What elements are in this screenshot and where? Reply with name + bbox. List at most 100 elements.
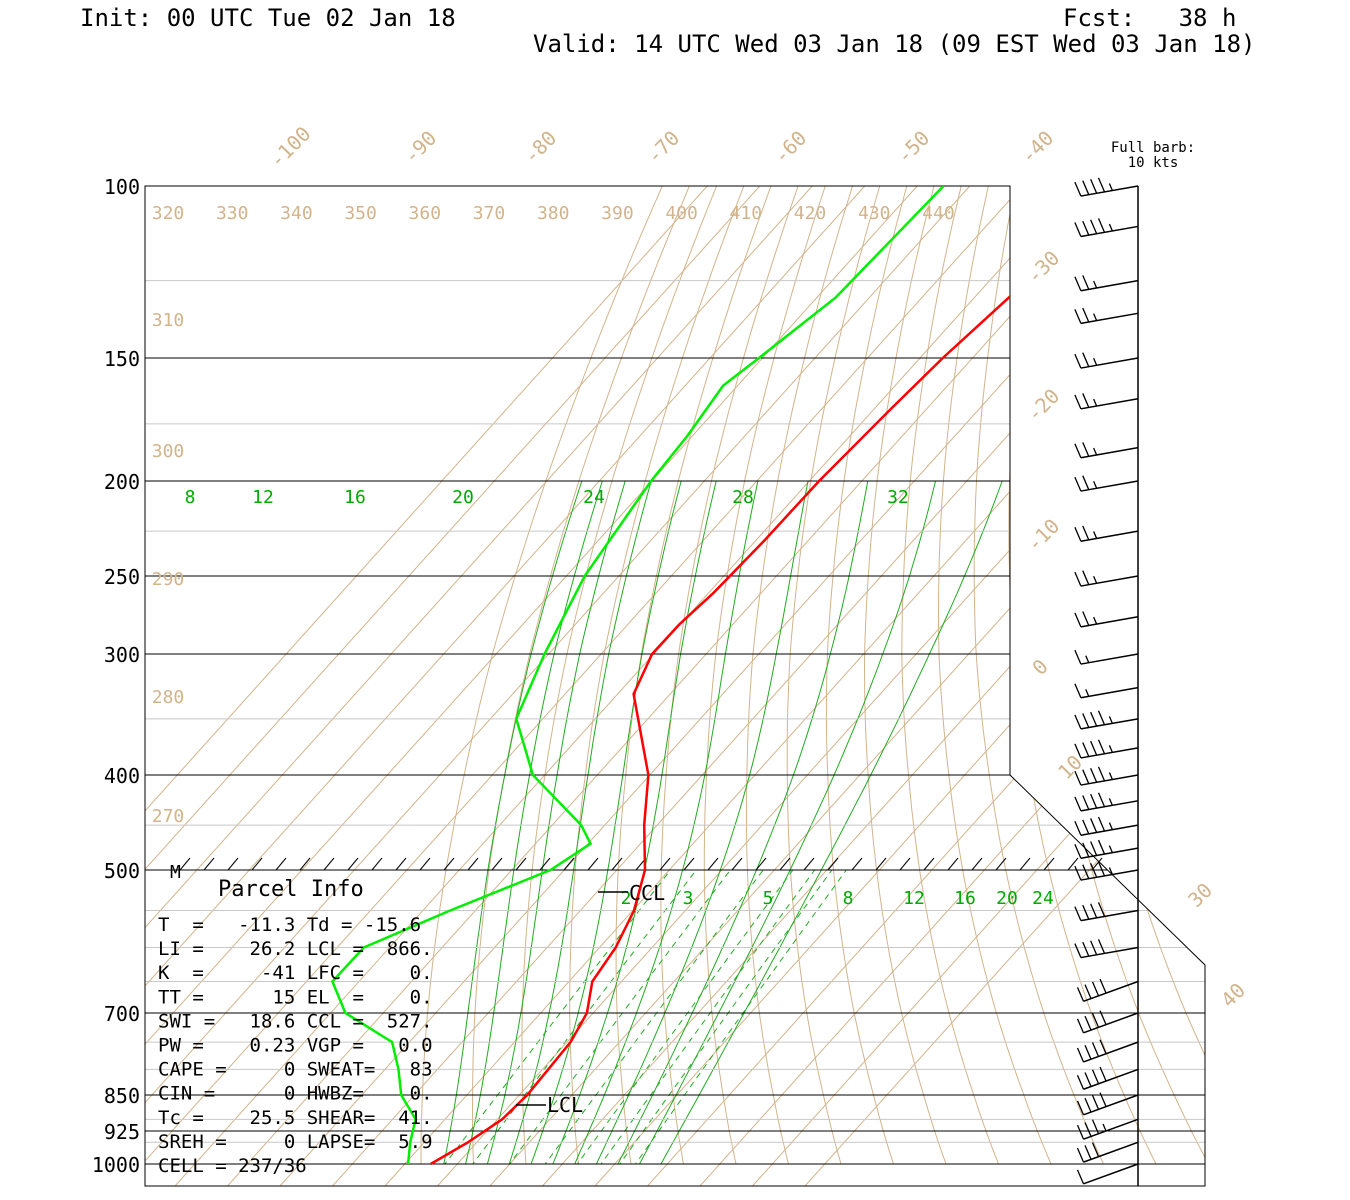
barb-flag (1091, 1142, 1100, 1157)
barb-flag (1084, 1072, 1092, 1087)
dry-adiabat-line (938, 186, 1079, 1165)
init-time: Init: 00 UTC Tue 02 Jan 18 (80, 4, 456, 32)
barb-flag (1082, 525, 1090, 541)
dry-adiabat-line (1008, 186, 1186, 1165)
hatch-mark (203, 857, 215, 871)
isotherm-line (145, 186, 971, 1186)
wind-barb (1074, 839, 1139, 859)
hatch-mark (467, 857, 479, 871)
theta-label: 430 (858, 203, 891, 224)
barb-flag (1084, 984, 1092, 999)
wind-barb (1074, 611, 1139, 628)
isotherm-label: 0 (1027, 654, 1052, 679)
barb-half-flag (1093, 576, 1098, 584)
barb-shaft (1083, 1163, 1139, 1185)
wind-barb (1074, 352, 1139, 369)
theta-label: 370 (473, 203, 506, 224)
barb-half-flag (1108, 716, 1113, 724)
pressure-tick-label: 1000 (92, 1153, 140, 1177)
wind-barb (1074, 393, 1139, 410)
theta-label: 380 (537, 203, 570, 224)
barb-flag (1091, 1042, 1100, 1057)
dry-adiabat-line (420, 186, 663, 1165)
lcl-label: LCL (547, 1093, 583, 1117)
theta-label: 270 (152, 806, 185, 827)
diagram-frame (144, 185, 1206, 1187)
wind-barb (1074, 902, 1139, 922)
parcel-info-row: LI = 26.2 LCL = 866. (158, 938, 433, 960)
barb-flag (1097, 739, 1106, 755)
isotherm-label: 10 (1053, 750, 1087, 784)
isotherm-line (647, 186, 1205, 1186)
barb-flag (1082, 180, 1090, 195)
wind-barb (1074, 475, 1139, 492)
barb-flag (1082, 611, 1090, 626)
dry-adiabat-line (1170, 186, 1205, 1165)
wind-barb (1074, 525, 1139, 542)
wind-barb (1074, 275, 1139, 292)
barb-shaft (1080, 279, 1139, 292)
barb-flag (1084, 1097, 1092, 1113)
barb-shaft (1080, 800, 1139, 812)
barb-shaft (1080, 774, 1139, 786)
moist-adiabat-line (573, 480, 759, 1165)
barb-flag (1074, 181, 1082, 197)
moist-adiabat-line (443, 480, 583, 1165)
mixing-ratio-label: 8 (843, 888, 854, 909)
barb-legend-line1: Full barb: (1111, 140, 1195, 156)
wind-barb (1074, 177, 1139, 197)
barb-flag (1082, 713, 1090, 728)
frame-outline (144, 185, 1206, 1187)
pressure-tick-label: 700 (104, 1002, 140, 1026)
pressure-tick-label: 500 (104, 859, 140, 883)
moist-adiabat-line (617, 480, 869, 1165)
barb-shaft (1080, 225, 1139, 238)
wind-barb (1074, 861, 1139, 881)
isotherm-line (594, 186, 1205, 1186)
wind-barb (1074, 766, 1139, 786)
isotherm-label: -50 (892, 126, 935, 169)
isotherm-label: 30 (1183, 878, 1217, 912)
dry-adiabat-line (1042, 186, 1205, 1165)
theta-e-label: 32 (887, 487, 909, 508)
isotherm-line (145, 186, 813, 1186)
barb-flag (1074, 943, 1082, 958)
hatch-mark (1091, 857, 1103, 871)
wind-barb (1074, 218, 1139, 238)
hatch-mark (1043, 857, 1055, 871)
dry-adiabat-line (901, 186, 1026, 1165)
barb-flag (1082, 220, 1090, 236)
dry-adiabat-line (703, 186, 826, 1165)
isotherm-line (145, 186, 1023, 1186)
dry-adiabat-line (825, 186, 920, 1165)
barb-half-flag (1085, 689, 1090, 697)
barb-shaft (1080, 530, 1139, 542)
parcel-info-row: SWI = 18.6 CCL = 527. (158, 1010, 433, 1032)
barb-shaft (1083, 1118, 1139, 1140)
theta-label: 290 (152, 569, 185, 590)
barb-flag (1082, 393, 1090, 408)
isotherm-label: -40 (1016, 126, 1059, 169)
barb-half-flag (1108, 183, 1113, 191)
hatch-mark (179, 857, 191, 871)
wind-barb (1074, 683, 1139, 699)
barb-flag (1091, 981, 1100, 997)
barb-flag (1082, 795, 1090, 810)
barb-flag (1097, 861, 1106, 877)
hatch-mark (851, 857, 863, 871)
hatch-mark (779, 857, 791, 871)
barb-flag (1090, 179, 1098, 194)
barb-flag (1076, 1100, 1085, 1116)
barb-flag (1091, 1069, 1100, 1085)
isotherm-line (174, 186, 1076, 1186)
parcel-info-panel: Parcel Info T = -11.3 Td = -15.6LI = 26.… (158, 877, 433, 1177)
parcel-info-row: CAPE = 0 SWEAT= 83 (158, 1059, 433, 1081)
hatch-mark (755, 857, 767, 871)
hatch-mark (827, 857, 839, 871)
barb-shaft (1080, 575, 1139, 587)
barb-flag (1097, 218, 1106, 233)
wind-barb (1074, 570, 1139, 587)
barb-half-flag (1102, 1123, 1107, 1132)
barb-half-flag (1093, 481, 1098, 489)
barb-shaft (1080, 653, 1139, 665)
